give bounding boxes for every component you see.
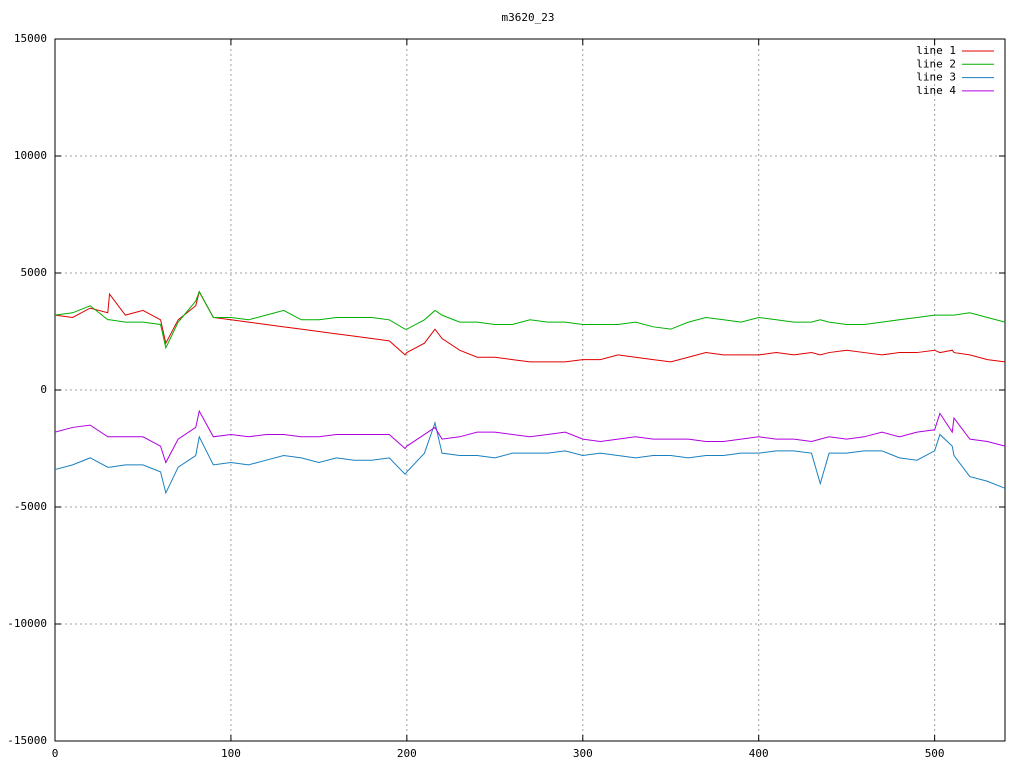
plot-frame [54,38,1006,742]
y-tick-label: -10000 [7,617,47,630]
series-line [54,290,1006,363]
legend-label: line 1 [916,44,956,57]
chart-title: m3620_23 [502,11,555,24]
y-tick-label: -5000 [14,500,47,513]
series-line [54,290,1006,350]
x-tick-label: 0 [52,747,59,760]
x-tick-label: 500 [925,747,945,760]
series-line [54,409,1006,464]
series-line [54,420,1006,495]
x-tick-label: 300 [573,747,593,760]
y-tick-label: 5000 [21,266,48,279]
legend-label: line 4 [916,84,956,97]
y-tick-label: 0 [40,383,47,396]
y-tick-label: 10000 [14,149,47,162]
legend-label: line 2 [916,57,956,70]
x-tick-label: 200 [397,747,417,760]
y-tick-label: 15000 [14,32,47,45]
y-tick-label: -15000 [7,734,47,747]
x-tick-label: 100 [221,747,241,760]
x-tick-label: 400 [749,747,769,760]
legend-label: line 3 [916,71,956,84]
